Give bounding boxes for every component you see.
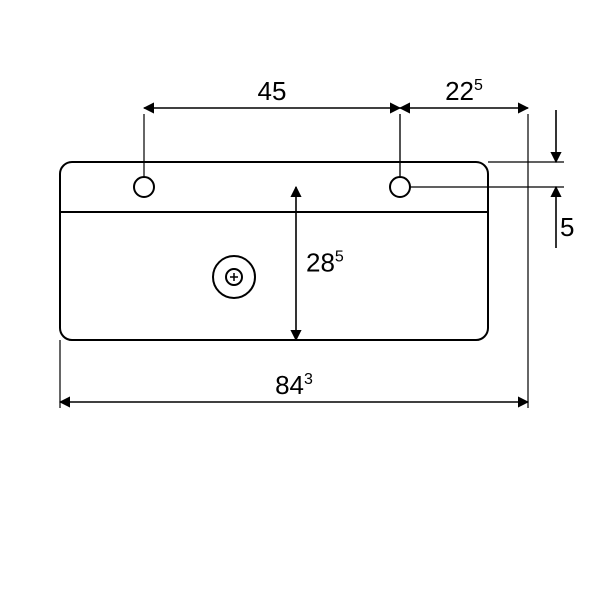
technical-drawing: 45 225 5 285 843 (0, 0, 600, 600)
dimension-label: 843 (275, 370, 313, 400)
dimension-label: 225 (445, 76, 483, 106)
dimension-label: 45 (258, 76, 287, 106)
tap-hole-left (134, 177, 154, 197)
tap-hole-right (390, 177, 410, 197)
dimension-label: 5 (560, 212, 574, 242)
body-outline (60, 162, 488, 340)
dimension-label: 285 (306, 248, 344, 278)
dimensions: 45 225 5 285 843 (60, 76, 574, 408)
part-outline (60, 162, 488, 340)
